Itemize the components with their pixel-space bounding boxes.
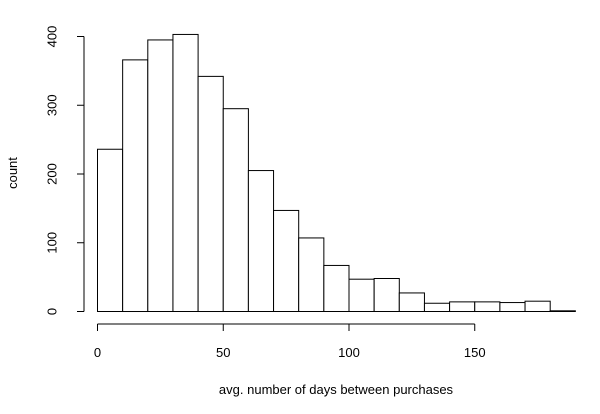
histogram-bar-1 — [122, 59, 149, 313]
x-tick-label-3: 150 — [464, 345, 486, 360]
y-axis: 0 100 200 300 400 — [44, 26, 85, 315]
histogram-bar-9 — [323, 264, 350, 313]
y-axis-title: count — [5, 157, 20, 189]
histogram-bar-17 — [524, 300, 551, 313]
histogram-bar-0 — [97, 148, 124, 312]
x-ticks: 0 50 100 150 — [94, 324, 486, 360]
y-tick-label-0: 0 — [44, 308, 59, 315]
histogram-bar-13 — [423, 302, 451, 312]
y-tick-label-3: 300 — [44, 94, 59, 116]
histogram-bar-6 — [247, 170, 275, 312]
histogram-bar-11 — [373, 278, 400, 312]
bars-group — [97, 33, 576, 313]
histogram-bar-2 — [147, 39, 174, 312]
histogram-bar-7 — [273, 209, 300, 312]
histogram-bar-14 — [449, 301, 476, 313]
x-axis-title: avg. number of days between purchases — [219, 382, 454, 397]
histogram-bar-10 — [348, 278, 375, 313]
y-tick-label-1: 100 — [44, 232, 59, 254]
histogram-bar-8 — [298, 237, 325, 312]
histogram-bar-3 — [172, 33, 199, 312]
x-tick-label-1: 50 — [216, 345, 230, 360]
histogram-bar-18 — [549, 310, 576, 312]
y-tick-label-4: 400 — [44, 26, 59, 48]
x-tick-label-2: 100 — [338, 345, 360, 360]
histogram-bar-5 — [222, 108, 249, 312]
y-ticks: 0 100 200 300 400 — [44, 26, 84, 315]
y-tick-label-2: 200 — [44, 163, 59, 185]
histogram-bar-16 — [499, 302, 526, 312]
histogram-bar-15 — [474, 301, 501, 313]
x-tick-label-0: 0 — [94, 345, 101, 360]
histogram-bar-12 — [398, 292, 425, 313]
x-axis: 0 50 100 150 — [94, 323, 486, 360]
histogram-bar-4 — [197, 75, 224, 313]
